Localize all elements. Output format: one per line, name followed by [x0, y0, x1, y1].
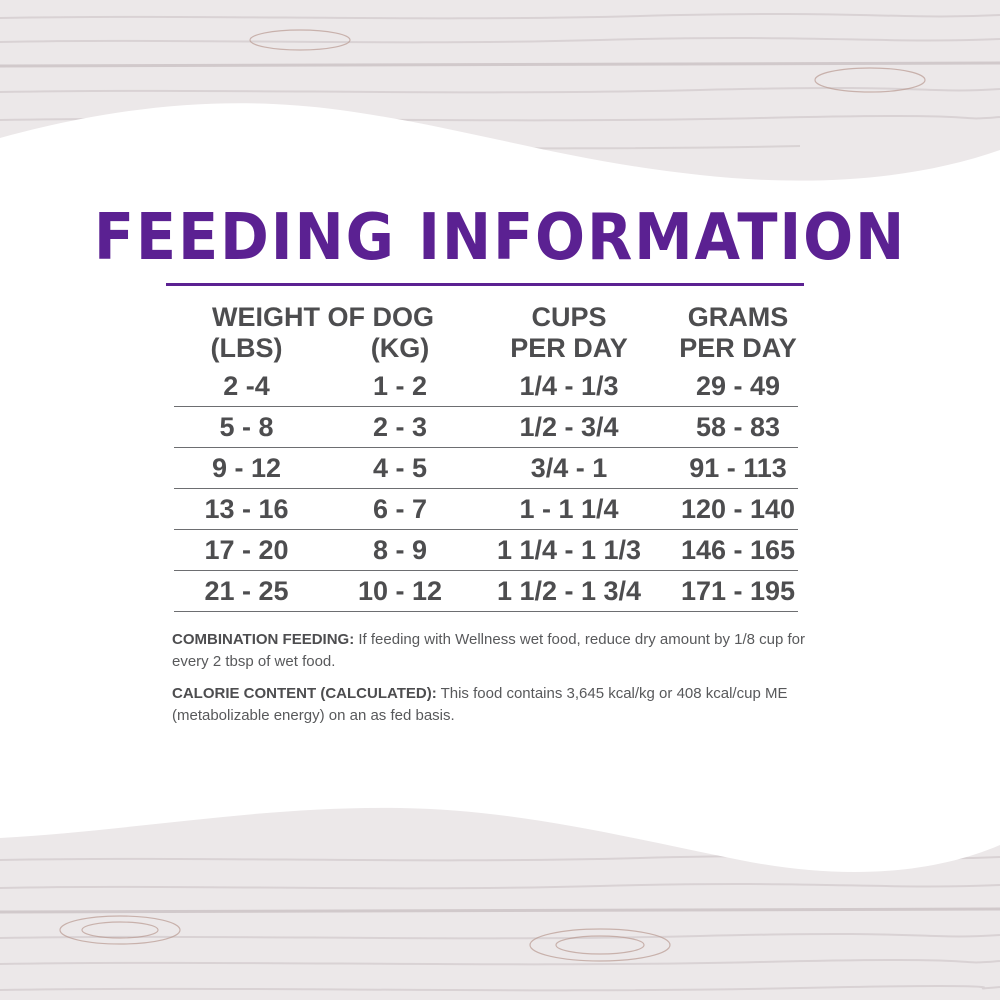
cell-grams: 29 - 49 — [695, 371, 781, 401]
cell-kg: 6 - 7 — [372, 494, 428, 524]
header-grams: GRAMS — [687, 302, 789, 332]
calorie-content-note: CALORIE CONTENT (CALCULATED): This food … — [172, 683, 812, 727]
cell-grams: 146 - 165 — [680, 535, 796, 565]
cell-kg: 2 - 3 — [372, 412, 428, 442]
cell-cups: 1/4 - 1/3 — [519, 371, 619, 401]
table-row: 13 - 16 6 - 7 1 - 1 1/4 120 - 140 — [174, 489, 798, 530]
page-title: FEEDING INFORMATION — [93, 201, 907, 275]
combination-feeding-note: COMBINATION FEEDING: If feeding with Wel… — [172, 629, 812, 673]
calorie-content-text: This food contains 3,645 kcal/kg or 408 … — [172, 685, 788, 724]
wood-knots — [59, 29, 926, 962]
white-wave-panel — [0, 103, 1000, 872]
header-cups: CUPS — [531, 302, 607, 332]
cell-kg: 10 - 12 — [357, 576, 443, 606]
cell-cups: 3/4 - 1 — [530, 453, 608, 483]
cell-lbs: 2 -4 — [223, 371, 270, 401]
header-grams-per-day: PER DAY — [679, 333, 797, 363]
header-lbs: (LBS) — [210, 333, 283, 363]
table-row: 21 - 25 10 - 12 1 1/2 - 1 3/4 171 - 195 — [174, 571, 798, 612]
cell-cups: 1 1/4 - 1 1/3 — [496, 535, 642, 565]
title-underline — [166, 283, 804, 286]
feeding-table: 2 -4 1 - 2 1/4 - 1/3 29 - 49 5 - 8 2 - 3… — [174, 366, 798, 612]
table-row: 17 - 20 8 - 9 1 1/4 - 1 1/3 146 - 165 — [174, 530, 798, 571]
cell-grams: 171 - 195 — [680, 576, 796, 606]
table-row: 9 - 12 4 - 5 3/4 - 1 91 - 113 — [174, 448, 798, 489]
header-kg: (KG) — [370, 333, 430, 363]
header-weight-of-dog: WEIGHT OF DOG — [212, 302, 434, 332]
cell-lbs: 21 - 25 — [204, 576, 289, 606]
cell-cups: 1 - 1 1/4 — [519, 494, 619, 524]
table-row: 5 - 8 2 - 3 1/2 - 3/4 58 - 83 — [174, 407, 798, 448]
cell-cups: 1/2 - 3/4 — [519, 412, 619, 442]
cell-grams: 120 - 140 — [680, 494, 796, 524]
cell-lbs: 5 - 8 — [219, 412, 274, 442]
combination-feeding-label: COMBINATION FEEDING: — [172, 631, 355, 648]
table-row: 2 -4 1 - 2 1/4 - 1/3 29 - 49 — [174, 366, 798, 407]
cell-cups: 1 1/2 - 1 3/4 — [496, 576, 642, 606]
combination-feeding-text: If feeding with Wellness wet food, reduc… — [172, 631, 806, 670]
cell-lbs: 9 - 12 — [211, 453, 282, 483]
header-cups-per-day: PER DAY — [510, 333, 628, 363]
cell-kg: 4 - 5 — [372, 453, 428, 483]
calorie-content-label: CALORIE CONTENT (CALCULATED): — [172, 685, 437, 702]
cell-kg: 1 - 2 — [372, 371, 428, 401]
cell-lbs: 13 - 16 — [204, 494, 289, 524]
cell-grams: 91 - 113 — [689, 453, 787, 483]
cell-grams: 58 - 83 — [695, 412, 781, 442]
cell-kg: 8 - 9 — [372, 535, 428, 565]
cell-lbs: 17 - 20 — [204, 535, 289, 565]
